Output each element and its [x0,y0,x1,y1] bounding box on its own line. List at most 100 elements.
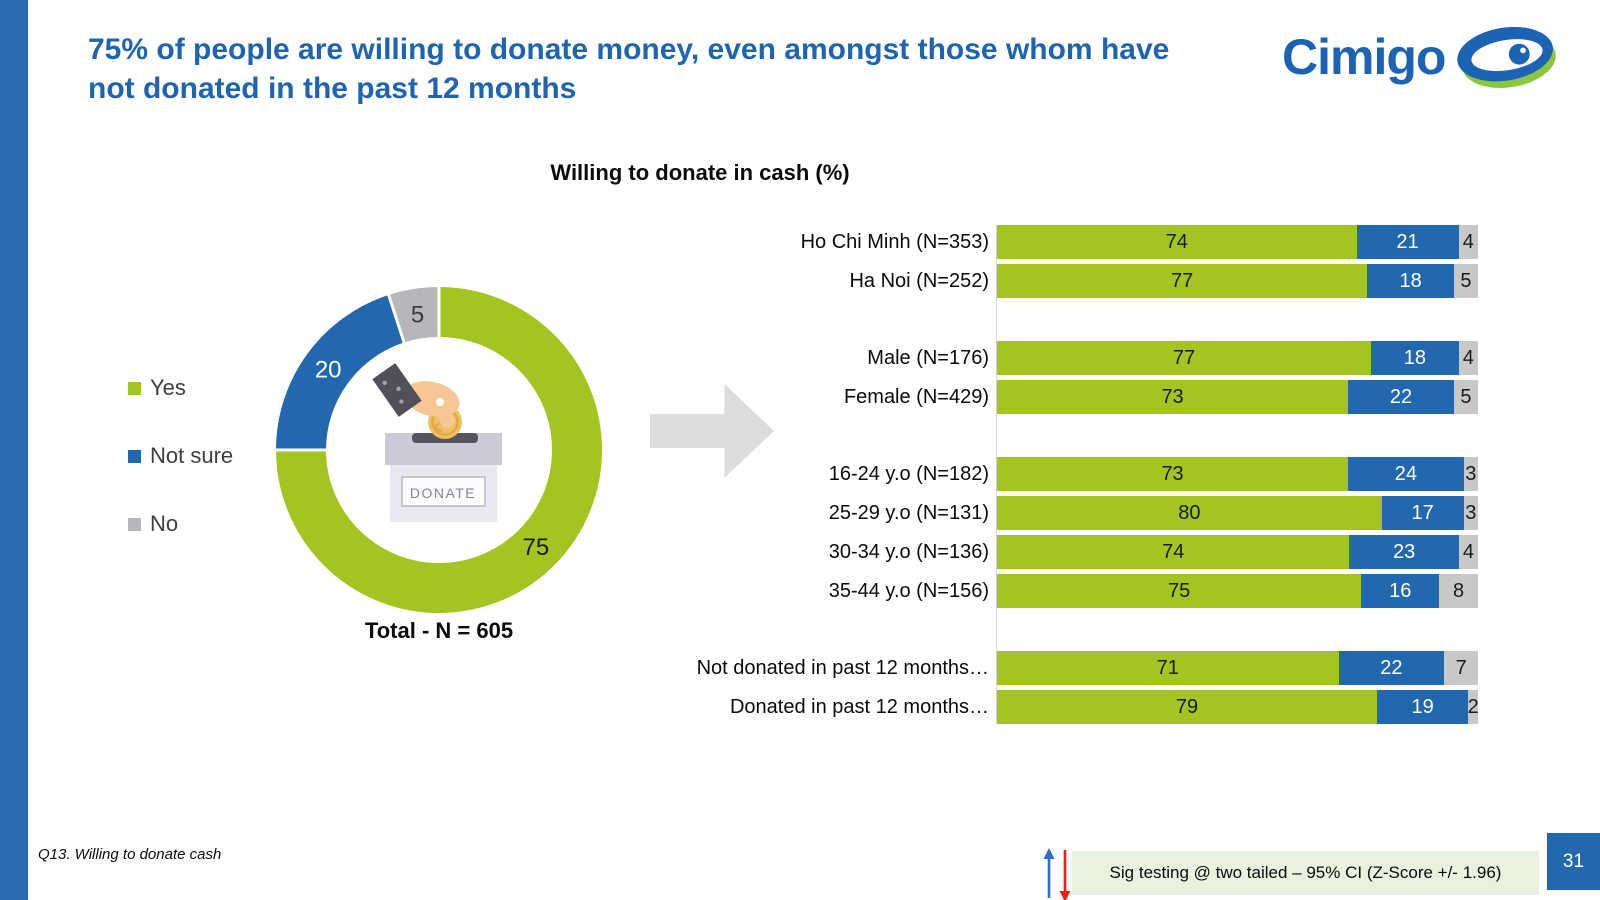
bar-segment-value: 17 [1411,501,1434,524]
donut-value-not-sure: 20 [315,356,342,383]
bar-segment-yes: 75 [997,574,1362,608]
bar-segment-yes: 74 [997,535,1350,569]
legend-item-no: No [128,511,233,536]
hand-finger [432,398,455,428]
legend-item-yes: Yes [128,375,233,400]
bar-segment-not-sure: 16 [1361,574,1440,608]
bar-segment-not-sure: 22 [1338,651,1445,685]
legend-swatch-yes [128,381,141,395]
bar-segment-value: 22 [1389,385,1413,408]
donut-legend: Yes Not sure No [128,375,234,580]
bar-segment-no: 3 [1463,496,1478,530]
bar-row-25-29-y-o-n-131: 25-29 y.o (N=131) 80 17 3 [640,496,1478,530]
page-title: 75% of people are willing to donate mone… [88,33,1170,105]
bar-segment-value: 24 [1394,462,1417,485]
bar-segment-yes: 73 [997,380,1349,414]
bar-segment-yes: 79 [997,690,1377,724]
bar-segment-value: 4 [1462,230,1474,253]
bar-segment-value: 74 [1162,540,1185,563]
bar-segment-value: 7 [1455,656,1467,679]
bar-category-label: Ha Noi (N=252) [849,270,989,292]
left-accent-bar [0,0,28,900]
bar-segment-no: 7 [1444,651,1478,685]
bar-segment-value: 16 [1389,579,1412,602]
bar-segment-value: 71 [1156,656,1179,679]
bar-track: 71 22 7 [997,651,1478,685]
bar-chart-axis-line [996,225,997,724]
cimigo-logo: Cimigo [1282,24,1559,90]
bar-track: 74 21 4 [997,225,1478,259]
bar-row-35-44-y-o-n-156: 35-44 y.o (N=156) 75 16 8 [640,574,1478,608]
bar-segment-not-sure: 18 [1371,341,1459,375]
bar-track: 77 18 5 [997,264,1478,298]
bar-segment-not-sure: 22 [1348,380,1454,414]
bar-segment-value: 4 [1462,346,1474,369]
bar-track: 75 16 8 [997,574,1478,608]
donut-separator [385,287,408,350]
bar-segment-value: 75 [1168,579,1191,602]
page-number-badge: 31 [1547,833,1600,890]
bar-segment-no: 4 [1458,225,1478,259]
bar-category-label: 30-34 y.o (N=136) [828,541,989,563]
bar-segment-value: 23 [1393,540,1416,563]
bar-row-ho-chi-minh-n-353: Ho Chi Minh (N=353) 74 21 4 [640,225,1478,259]
bar-row-30-34-y-o-n-136: 30-34 y.o (N=136) 74 23 4 [640,535,1478,569]
bar-segment-not-sure: 18 [1367,264,1454,298]
page-number: 31 [1562,850,1585,872]
bar-segment-value: 21 [1396,230,1419,253]
bar-segment-not-sure: 19 [1376,690,1469,724]
bar-category-label: Donated in past 12 months… [729,696,989,718]
bar-segment-value: 77 [1171,269,1194,292]
cimigo-logo-text: Cimigo [1282,29,1446,85]
bar-segment-no: 3 [1463,457,1478,491]
bar-row-ha-noi-n-252: Ha Noi (N=252) 77 18 5 [640,264,1478,298]
legend-label: Not sure [150,443,234,468]
legend-swatch-not-sure [128,449,141,463]
bar-segment-value: 73 [1161,462,1184,485]
bar-segment-no: 2 [1467,690,1479,724]
bar-segment-value: 8 [1452,579,1465,602]
footnote: Q13. Willing to donate cash [38,846,222,863]
bar-row-donated-in-past-12-months: Donated in past 12 months… 79 19 2 [640,690,1479,724]
bar-segment-not-sure: 21 [1356,225,1459,259]
bar-segment-value: 2 [1467,695,1479,718]
bar-category-label: Female (N=429) [843,386,989,408]
legend-swatch-no [128,517,141,531]
donate-label-text: DONATE [410,485,476,501]
bar-segment-value: 5 [1460,269,1472,292]
bar-segment-value: 79 [1175,695,1199,718]
donate-label-plate [401,476,486,507]
bar-track: 80 17 3 [997,496,1478,530]
bar-segment-value: 22 [1380,656,1403,679]
bar-row-not-donated-in-past-12-months: Not donated in past 12 months… 71 22 7 [640,651,1478,685]
bar-row-female-n-429: Female (N=429) 73 22 5 [640,380,1478,414]
hand-finger-gap [436,398,444,406]
bar-segment-not-sure: 17 [1381,496,1464,530]
bar-category-label: 16-24 y.o (N=182) [828,463,989,485]
bar-track: 73 22 5 [997,380,1478,414]
legend-label: No [150,511,179,536]
sig-testing-arrows-icon [1043,848,1071,900]
bar-segment-yes: 74 [997,225,1357,259]
donut-total-label: Total - N = 605 [364,618,514,643]
bar-segment-no: 4 [1458,535,1478,569]
donut-value-yes: 75 [523,534,550,561]
donut-segment-separators [269,280,441,452]
bar-segment-value: 18 [1403,346,1426,369]
bar-segment-value: 74 [1165,230,1188,253]
bar-category-label: Ho Chi Minh (N=353) [800,231,989,253]
bar-segment-no: 4 [1458,341,1478,375]
bar-segment-value: 4 [1462,540,1475,563]
sig-testing-note: Sig testing @ two tailed – 95% CI (Z-Sco… [1072,851,1539,895]
bar-segment-value: 19 [1411,695,1434,718]
donate-box-illustration: DONATE [372,363,502,522]
bar-row-16-24-y-o-n-182: 16-24 y.o (N=182) 73 24 3 [640,457,1478,491]
legend-item-not-sure: Not sure [128,443,234,468]
bar-category-label: 25-29 y.o (N=131) [828,502,989,524]
bar-track: 77 18 4 [997,341,1478,375]
bar-segment-value: 3 [1465,501,1477,524]
donut-chart: DONATE 75 20 5 [239,250,639,650]
stacked-bar-chart: Ho Chi Minh (N=353) 74 21 4 Ha Noi (N=252) 77… [640,225,1479,729]
bar-segment-not-sure: 24 [1348,457,1464,491]
